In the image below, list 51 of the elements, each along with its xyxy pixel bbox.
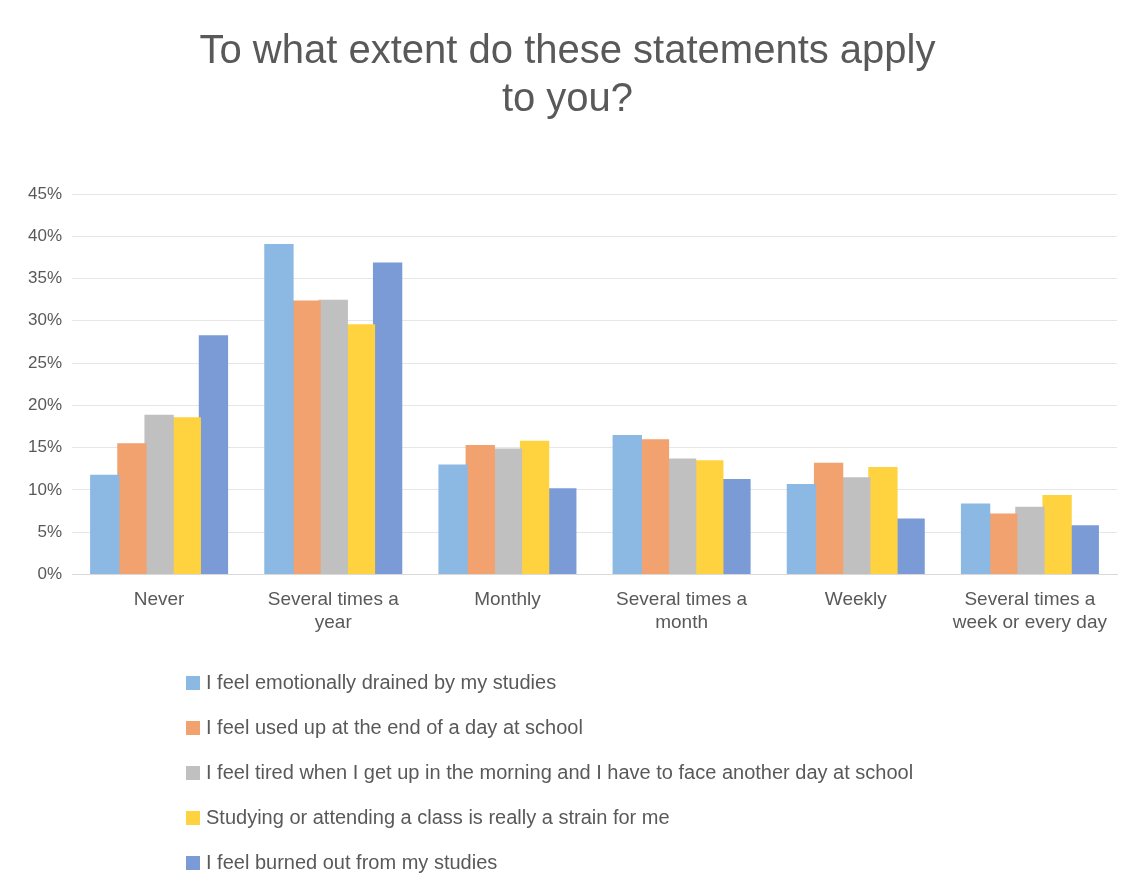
x-tick-label: Several times a year [267,588,400,632]
bar [117,443,147,574]
bar [198,335,229,574]
bar [465,445,495,574]
y-tick-label: 10% [27,479,63,499]
y-tick-label: 15% [27,437,63,457]
bar [694,460,724,574]
bar [988,513,1018,574]
bar [171,417,201,574]
x-tick-label: Several times a month [616,588,748,632]
y-tick-label: 35% [27,268,63,288]
y-tick-label: 25% [27,352,63,372]
bar [547,488,577,574]
x-tick-label: Never [133,588,186,610]
bar [345,324,376,574]
bar [318,299,348,574]
legend-label: I feel emotionally drained by my studies [206,671,557,694]
bar [1069,525,1099,574]
y-tick-label: 40% [27,225,63,245]
bar [841,477,871,574]
x-tick-label: Monthly [474,588,542,610]
bar [639,439,670,574]
bar [492,448,523,574]
bar [144,414,174,574]
y-tick-label: 0% [37,564,63,584]
chart-title: To what extent do these statements apply to you? [199,27,936,120]
bar [813,462,844,574]
bar [90,474,120,574]
bar [612,434,642,574]
y-tick-label: 30% [27,310,63,330]
bar [291,300,321,574]
y-tick-label: 20% [27,395,63,415]
bar [666,458,697,574]
bar [960,503,991,574]
y-tick-label: 5% [37,521,63,541]
bar [519,440,550,574]
x-tick-label: Several times a week or every day [951,588,1108,632]
bar [721,478,751,574]
legend-label: I feel burned out from my studies [206,851,498,874]
bar [1042,494,1072,574]
bar [1015,506,1045,574]
legend-label: I feel used up at the end of a day at school [206,716,583,739]
bar [438,464,468,574]
y-tick-label: 45% [27,183,63,203]
bar [868,467,898,574]
x-tick-label: Weekly [824,588,888,610]
legend-label: I feel tired when I get up in the morning and I have to face another day at school [206,761,914,784]
bar [786,483,817,574]
bar [264,243,294,574]
bar [372,262,403,574]
legend-label: Studying or attending a class is really a strain for me [206,806,670,829]
